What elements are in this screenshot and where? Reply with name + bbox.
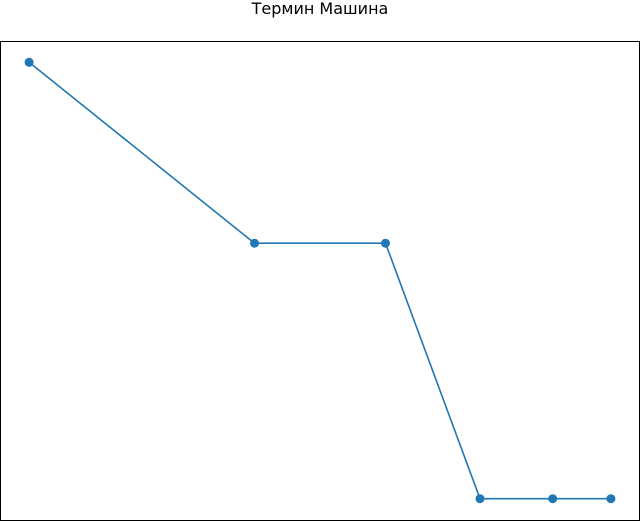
data-point-2 xyxy=(381,238,390,248)
data-point-4 xyxy=(548,494,558,504)
series-layer xyxy=(24,57,616,504)
axes-frame xyxy=(0,41,640,521)
data-point-5 xyxy=(606,494,616,504)
chart-title: Термин Машина xyxy=(251,0,389,18)
data-point-0 xyxy=(24,57,34,67)
data-point-1 xyxy=(250,238,259,248)
data-point-3 xyxy=(475,494,485,504)
series-0-line xyxy=(28,61,611,500)
